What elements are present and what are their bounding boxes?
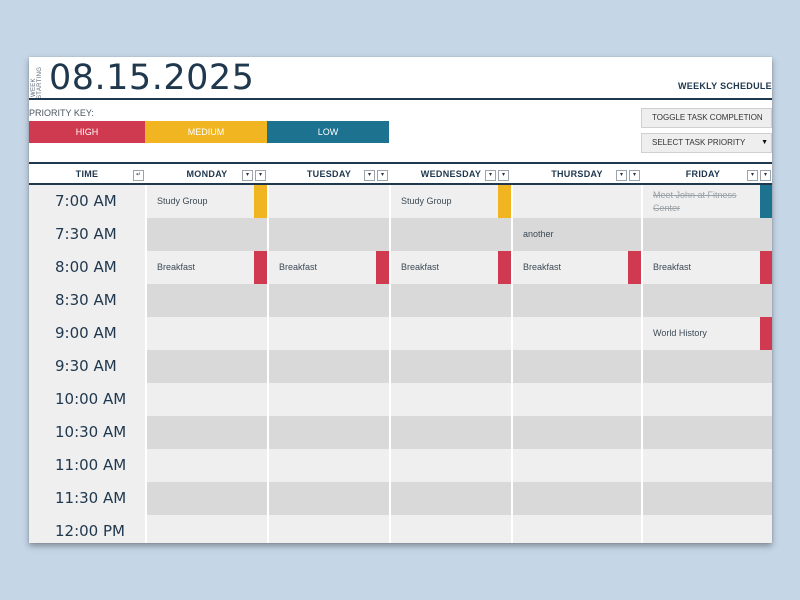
- schedule-sheet: WEEK STARTING 08.15.2025 WEEKLY SCHEDULE…: [29, 57, 772, 543]
- column-header-wednesday: WEDNESDAY: [420, 169, 482, 179]
- task-label: Study Group: [157, 196, 208, 206]
- time-cell: 10:30 AM: [29, 416, 145, 449]
- task-cell-wednesday-700[interactable]: Study Group: [391, 185, 511, 218]
- priority-medium-swatch: MEDIUM: [145, 121, 267, 143]
- task-label: Breakfast: [653, 262, 692, 272]
- time-cell: 11:30 AM: [29, 482, 145, 515]
- priority-marker-high: [376, 251, 389, 284]
- time-cell: 9:00 AM: [29, 317, 145, 350]
- task-label: World History: [653, 328, 707, 338]
- task-cell-tuesday-800[interactable]: Breakfast: [269, 251, 389, 284]
- priority-marker-high: [760, 251, 772, 284]
- dropdown-arrow-icon[interactable]: ▼: [761, 139, 768, 146]
- week-label-line2: STARTING: [37, 66, 43, 99]
- column-divider: [511, 185, 513, 543]
- week-starting-label: WEEK STARTING: [31, 65, 43, 99]
- filter-dropdown-icon[interactable]: ▾: [760, 170, 771, 181]
- filter-dropdown-icon[interactable]: ▾: [485, 170, 496, 181]
- task-cell-thursday-730[interactable]: another: [513, 218, 641, 251]
- task-label: another: [523, 229, 554, 239]
- priority-marker-medium: [254, 185, 267, 218]
- time-row: [29, 350, 772, 383]
- time-cell: 9:30 AM: [29, 350, 145, 383]
- priority-marker-high: [760, 317, 772, 350]
- task-label: Breakfast: [523, 262, 562, 272]
- task-label: Breakfast: [157, 262, 196, 272]
- task-label: Breakfast: [401, 262, 440, 272]
- time-cell: 7:00 AM: [29, 185, 145, 218]
- filter-dropdown-icon[interactable]: ▾: [377, 170, 388, 181]
- column-header-tuesday: TUESDAY: [306, 169, 352, 179]
- grid-header-divider: [29, 183, 772, 185]
- week-start-date[interactable]: 08.15.2025: [49, 58, 255, 98]
- time-row: [29, 449, 772, 482]
- priority-marker-medium: [498, 185, 511, 218]
- select-task-priority-dropdown[interactable]: SELECT TASK PRIORITY ▼: [641, 133, 772, 153]
- column-divider: [641, 185, 643, 543]
- column-header-monday: MONDAY: [186, 169, 228, 179]
- time-cell: 8:30 AM: [29, 284, 145, 317]
- task-cell-friday-800[interactable]: Breakfast: [643, 251, 772, 284]
- column-header-thursday: THURSDAY: [551, 169, 603, 179]
- task-label-completed: Meet John at Fitness Center: [653, 190, 737, 213]
- filter-dropdown-icon[interactable]: ▾: [747, 170, 758, 181]
- header-divider: [29, 98, 772, 100]
- filter-dropdown-icon[interactable]: ▾: [498, 170, 509, 181]
- task-cell-friday-700[interactable]: Meet John at Fitness Center: [643, 185, 772, 218]
- column-header-time: TIME: [75, 169, 99, 179]
- page-title: WEEKLY SCHEDULE: [677, 81, 772, 91]
- filter-dropdown-icon[interactable]: ▾: [255, 170, 266, 181]
- filter-dropdown-icon[interactable]: ▾: [616, 170, 627, 181]
- sort-filter-icon[interactable]: ↵: [133, 170, 144, 181]
- time-cell: 7:30 AM: [29, 218, 145, 251]
- column-divider: [267, 185, 269, 543]
- select-task-priority-label: SELECT TASK PRIORITY: [652, 138, 746, 147]
- filter-dropdown-icon[interactable]: ▾: [629, 170, 640, 181]
- priority-marker-high: [498, 251, 511, 284]
- task-cell-wednesday-800[interactable]: Breakfast: [391, 251, 511, 284]
- time-cell: 10:00 AM: [29, 383, 145, 416]
- time-cell: 11:00 AM: [29, 449, 145, 482]
- priority-low-swatch: LOW: [267, 121, 389, 143]
- priority-marker-low: [760, 185, 772, 218]
- task-cell-monday-800[interactable]: Breakfast: [147, 251, 267, 284]
- column-divider: [145, 185, 147, 543]
- time-row: [29, 383, 772, 416]
- task-label: Breakfast: [279, 262, 318, 272]
- filter-dropdown-icon[interactable]: ▾: [242, 170, 253, 181]
- column-header-friday: FRIDAY: [685, 169, 721, 179]
- time-row: [29, 284, 772, 317]
- priority-marker-high: [628, 251, 641, 284]
- toggle-task-completion-button[interactable]: TOGGLE TASK COMPLETION: [641, 108, 772, 128]
- time-cell: 12:00 PM: [29, 515, 145, 543]
- grid-top-divider: [29, 162, 772, 164]
- priority-key-label: PRIORITY KEY:: [29, 108, 94, 118]
- column-divider: [389, 185, 391, 543]
- time-row: [29, 515, 772, 543]
- task-label: Study Group: [401, 196, 452, 206]
- filter-dropdown-icon[interactable]: ▾: [364, 170, 375, 181]
- task-cell-friday-900[interactable]: World History: [643, 317, 772, 350]
- task-cell-thursday-800[interactable]: Breakfast: [513, 251, 641, 284]
- task-cell-monday-700[interactable]: Study Group: [147, 185, 267, 218]
- time-row: [29, 416, 772, 449]
- time-row: [29, 482, 772, 515]
- time-row: [29, 218, 772, 251]
- time-cell: 8:00 AM: [29, 251, 145, 284]
- priority-marker-high: [254, 251, 267, 284]
- priority-high-swatch: HIGH: [29, 121, 145, 143]
